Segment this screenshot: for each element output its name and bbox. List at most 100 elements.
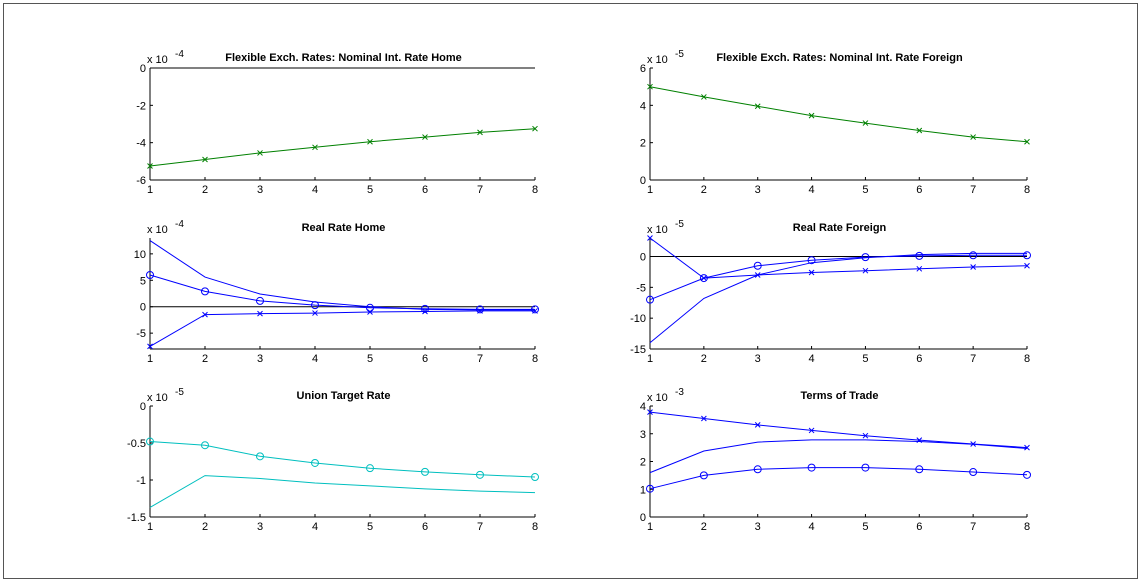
data-point-circle xyxy=(807,256,816,265)
scale-factor: x 10 xyxy=(147,392,168,404)
x-tick-label: 8 xyxy=(532,353,538,365)
data-point-circle xyxy=(311,301,319,310)
subplot-5: 1 2 3 4 5 6 7 8 -1.5 -1 -0.5 0x 10 -5 Union Target Ra… xyxy=(127,387,539,533)
data-point-x xyxy=(422,308,428,315)
x-tick-label: 6 xyxy=(916,353,922,365)
data-point-circle xyxy=(646,484,654,493)
x-tick-label: 8 xyxy=(532,521,538,533)
data-point-x xyxy=(701,94,707,100)
x-tick-label: 1 xyxy=(647,521,653,533)
data-point-x xyxy=(367,138,373,145)
x-tick-label: 3 xyxy=(257,521,263,533)
y-tick-label: -1.5 xyxy=(127,512,146,524)
x-tick-label: 1 xyxy=(647,353,653,365)
data-point-x xyxy=(202,311,208,318)
data-point-circle xyxy=(969,468,978,477)
x-tick-label: 5 xyxy=(367,353,373,365)
y-tick-label: 0 xyxy=(640,252,646,264)
subplot-title: Real Rate Home xyxy=(302,222,386,234)
subplot-title: Real Rate Foreign xyxy=(793,222,887,234)
x-tick-label: 6 xyxy=(916,521,922,533)
data-point-x xyxy=(202,156,208,163)
data-point-x xyxy=(312,144,318,151)
data-point-x xyxy=(808,427,815,434)
data-point-circle xyxy=(915,465,924,474)
x-tick-label: 3 xyxy=(257,184,263,196)
data-point-circle xyxy=(201,441,209,450)
data-point-x xyxy=(532,125,538,132)
data-point-x xyxy=(1024,262,1030,269)
x-tick-label: 7 xyxy=(477,521,483,533)
subplot-title: Flexible Exch. Rates: Nominal Int. Rate … xyxy=(716,52,963,64)
scale-exponent: -4 xyxy=(175,49,184,60)
series-line xyxy=(149,240,535,311)
data-point-x xyxy=(701,415,707,422)
data-point-circle xyxy=(476,305,484,314)
x-tick-label: 4 xyxy=(312,184,318,196)
data-point-x xyxy=(754,103,761,110)
scale-exponent: -5 xyxy=(175,387,184,398)
x-tick-label: 2 xyxy=(202,184,208,196)
x-tick-label: 8 xyxy=(1024,521,1030,533)
series-line xyxy=(149,441,536,478)
data-point-circle xyxy=(366,464,374,473)
data-point-circle xyxy=(146,437,154,446)
scale-factor: x 10 xyxy=(647,54,668,66)
data-point-circle xyxy=(421,467,429,476)
x-tick-label: 7 xyxy=(477,184,483,196)
data-point-circle xyxy=(915,251,924,260)
y-tick-label: 4 xyxy=(640,401,646,413)
x-tick-label: 3 xyxy=(257,353,263,365)
data-point-x xyxy=(808,112,815,119)
scale-factor: x 10 xyxy=(647,392,668,404)
x-tick-label: 8 xyxy=(532,184,538,196)
y-tick-label: 2 xyxy=(640,457,646,469)
figure-window: 1 2 3 4 5 6 7 8 -6 -4 -2 0 x 10 -4 Flexible Exch. Rate… xyxy=(3,3,1138,579)
y-tick-label: -4 xyxy=(136,138,146,150)
data-point-x xyxy=(312,310,318,316)
series-line xyxy=(649,254,1027,301)
x-tick-label: 4 xyxy=(312,353,318,365)
data-point-x xyxy=(147,163,153,169)
data-point-x xyxy=(647,409,653,415)
x-tick-label: 5 xyxy=(862,353,868,365)
y-tick-label: 0 xyxy=(640,175,646,187)
data-point-circle xyxy=(366,303,374,312)
data-point-x xyxy=(477,129,483,136)
scale-factor: x 10 xyxy=(647,224,668,236)
x-tick-label: 1 xyxy=(147,184,153,196)
x-tick-label: 3 xyxy=(755,521,761,533)
data-point-circle xyxy=(476,470,484,479)
y-tick-label: 0 xyxy=(640,512,646,524)
x-tick-label: 7 xyxy=(477,353,483,365)
data-point-x xyxy=(808,269,815,276)
x-tick-label: 3 xyxy=(755,353,761,365)
scale-exponent: -3 xyxy=(675,387,684,398)
series-line xyxy=(149,475,536,508)
x-tick-label: 5 xyxy=(367,184,373,196)
data-point-circle xyxy=(861,463,870,472)
y-tick-label: 0 xyxy=(140,63,146,75)
data-point-circle xyxy=(646,295,654,304)
data-point-circle xyxy=(421,304,429,313)
data-point-x xyxy=(647,83,653,90)
data-point-circle xyxy=(753,261,762,270)
subplot-title: Union Target Rate xyxy=(297,390,391,402)
y-tick-label: -1 xyxy=(136,475,146,487)
subplot-title: Terms of Trade xyxy=(800,390,878,402)
y-tick-label: 0 xyxy=(140,401,146,413)
x-tick-label: 2 xyxy=(701,521,707,533)
series-line xyxy=(149,128,536,167)
y-tick-label: 6 xyxy=(640,63,646,75)
data-point-x xyxy=(257,310,263,317)
y-tick-label: -15 xyxy=(630,344,646,356)
x-tick-label: 4 xyxy=(312,521,318,533)
series-line xyxy=(649,86,1028,143)
data-point-circle xyxy=(1023,470,1031,479)
data-point-circle xyxy=(531,305,539,314)
x-tick-label: 5 xyxy=(862,521,868,533)
x-tick-label: 1 xyxy=(647,184,653,196)
x-tick-label: 7 xyxy=(970,184,976,196)
